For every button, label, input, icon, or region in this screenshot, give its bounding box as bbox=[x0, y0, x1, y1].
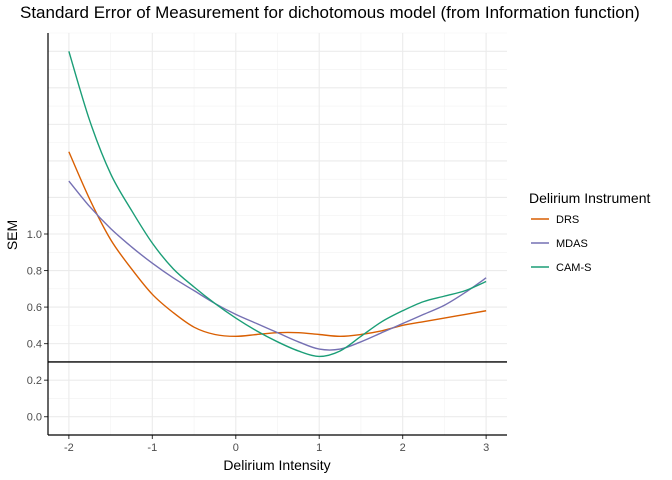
axes bbox=[44, 33, 507, 439]
series-line-mdas bbox=[68, 180, 487, 351]
y-tick-label: 0.0 bbox=[27, 412, 42, 424]
tick-labels: -2 -1 0 1 2 3 0.0 0.2 0.4 0.6 0.8 1.0 bbox=[27, 229, 489, 454]
y-tick-label: 0.6 bbox=[27, 302, 42, 314]
legend-title: Delirium Instrument bbox=[529, 190, 650, 206]
legend-label-drs: DRS bbox=[556, 214, 579, 226]
x-tick-label: 0 bbox=[233, 442, 239, 454]
y-tick-label: 0.8 bbox=[27, 266, 42, 278]
y-tick-label: 0.2 bbox=[27, 375, 42, 387]
y-axis-title: SEM bbox=[4, 220, 20, 250]
x-tick-label: 2 bbox=[400, 442, 406, 454]
x-tick-label: 1 bbox=[316, 442, 322, 454]
chart-title: Standard Error of Measurement for dichot… bbox=[20, 3, 640, 22]
x-tick-label: 3 bbox=[483, 442, 489, 454]
x-tick-label: -2 bbox=[64, 442, 74, 454]
x-axis-title: Delirium Intensity bbox=[223, 457, 330, 473]
series-lines bbox=[68, 51, 487, 358]
y-tick-label: 1.0 bbox=[27, 229, 42, 241]
legend-label-cam-s: CAM-S bbox=[556, 262, 591, 274]
x-tick-label: -1 bbox=[147, 442, 157, 454]
legend: Delirium Instrument DRS MDAS CAM-S bbox=[529, 190, 650, 274]
legend-label-mdas: MDAS bbox=[556, 238, 588, 250]
y-tick-label: 0.4 bbox=[27, 339, 42, 351]
series-line-cam-s bbox=[68, 51, 487, 358]
